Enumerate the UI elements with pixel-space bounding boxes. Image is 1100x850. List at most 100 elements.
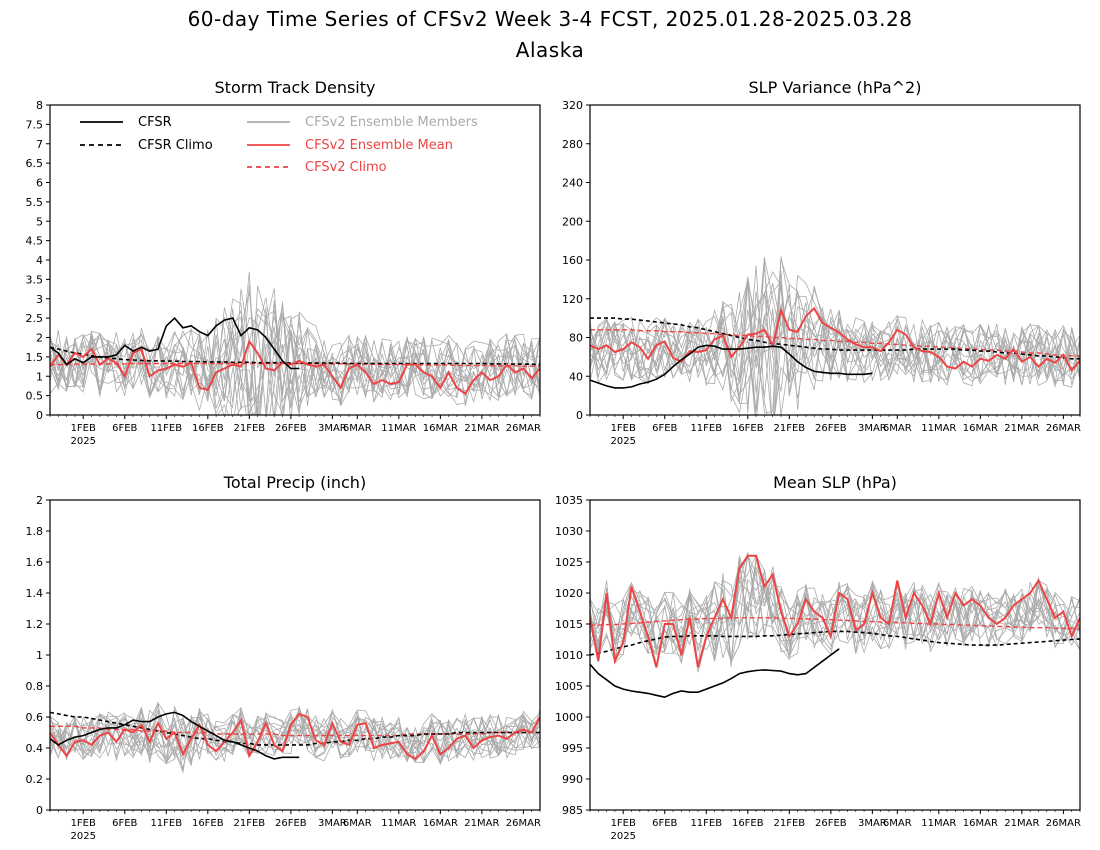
x-tick-label: 26FEB xyxy=(275,818,307,829)
y-tick-label: 6.5 xyxy=(26,157,44,170)
figure-subtitle: Alaska xyxy=(516,38,584,62)
y-tick-label: 1.2 xyxy=(26,618,44,631)
y-tick-label: 995 xyxy=(562,742,583,755)
y-tick-label: 1025 xyxy=(555,556,583,569)
ensemble-members xyxy=(590,256,1080,415)
chart-panel-3: Total Precip (inch) 0 0.2 0.4 0.6 0.8 1 1.2 1.4 1… xyxy=(26,473,542,842)
x-tick-label: 11MAR xyxy=(921,423,956,434)
series-cfsv2-climo xyxy=(50,362,540,368)
series-cfsv2-climo xyxy=(590,329,1080,357)
x-tick-label: 26MAR xyxy=(506,423,541,434)
y-tick-label: 4.5 xyxy=(26,235,44,248)
x-tick-label: 1FEB xyxy=(71,423,96,434)
series-cfsr-climo xyxy=(50,711,540,746)
y-tick-label: 8 xyxy=(36,99,43,112)
y-tick-label: 0 xyxy=(576,409,583,422)
y-tick-label: 0.6 xyxy=(26,711,44,724)
x-tick-label: 6MAR xyxy=(883,818,912,829)
x-year-label: 2025 xyxy=(70,436,95,447)
y-tick-label: 4 xyxy=(36,254,43,267)
ensemble-member-line xyxy=(590,257,1080,415)
y-tick-label: 40 xyxy=(569,370,583,383)
legend-label: CFSv2 Climo xyxy=(305,160,387,175)
y-tick-label: 320 xyxy=(562,99,583,112)
x-tick-label: 11MAR xyxy=(921,818,956,829)
ensemble-member-line xyxy=(590,573,1080,663)
x-tick-label: 6FEB xyxy=(652,423,677,434)
x-tick-label: 11MAR xyxy=(381,818,416,829)
legend-label: CFSv2 Ensemble Members xyxy=(305,115,478,130)
ensemble-member-line xyxy=(590,583,1080,661)
ensemble-member-line xyxy=(590,554,1080,659)
ensemble-member-line xyxy=(50,706,540,765)
x-tick-label: 3MAR xyxy=(858,818,887,829)
y-tick-label: 200 xyxy=(562,215,583,228)
ensemble-member-line xyxy=(50,317,540,415)
x-tick-label: 16MAR xyxy=(963,818,998,829)
legend: CFSR CFSR Climo CFSv2 Ensemble Members CFSv… xyxy=(80,115,478,175)
x-tick-label: 21MAR xyxy=(1004,423,1039,434)
series-cfsr-climo xyxy=(590,630,1080,656)
y-tick-label: 120 xyxy=(562,293,583,306)
y-tick-label: 0 xyxy=(36,804,43,817)
y-tick-label: 5 xyxy=(36,215,43,228)
y-tick-label: 0.5 xyxy=(26,390,44,403)
ensemble-member-line xyxy=(590,293,1080,399)
x-tick-label: 11FEB xyxy=(690,423,722,434)
panels: Storm Track Density 0 0.5 1 1.5 2 2.5 3 3.5 4 4.5 5… xyxy=(26,78,1082,842)
ensemble-member-line xyxy=(50,711,540,769)
y-tick-label: 280 xyxy=(562,138,583,151)
y-tick-label: 1005 xyxy=(555,680,583,693)
plot-frame xyxy=(589,499,1081,811)
legend-label: CFSR xyxy=(138,115,172,130)
panel-title: SLP Variance (hPa^2) xyxy=(749,78,922,97)
y-tick-label: 985 xyxy=(562,804,583,817)
ensemble-member-line xyxy=(590,566,1080,663)
series-cfsv2-ensemble-mean xyxy=(50,712,540,761)
x-tick-label: 26FEB xyxy=(815,818,847,829)
legend-label: CFSv2 Ensemble Mean xyxy=(305,138,453,153)
y-tick-label: 1010 xyxy=(555,649,583,662)
x-tick-label: 21FEB xyxy=(773,818,805,829)
figure-title: 60-day Time Series of CFSv2 Week 3-4 FCS… xyxy=(188,7,913,31)
x-tick-label: 3MAR xyxy=(318,423,347,434)
plot-frame xyxy=(49,499,541,811)
y-tick-label: 1.6 xyxy=(26,556,44,569)
ensemble-member-line xyxy=(590,270,1080,415)
series-cfsr xyxy=(590,344,873,389)
x-tick-label: 6MAR xyxy=(883,423,912,434)
y-tick-label: 6 xyxy=(36,177,43,190)
y-tick-label: 0 xyxy=(36,409,43,422)
x-tick-label: 26MAR xyxy=(1046,423,1081,434)
ensemble-member-line xyxy=(50,709,540,773)
panel-title: Mean SLP (hPa) xyxy=(773,473,897,492)
x-tick-label: 21MAR xyxy=(464,423,499,434)
x-tick-label: 16FEB xyxy=(192,423,224,434)
y-tick-label: 1 xyxy=(36,370,43,383)
ensemble-member-line xyxy=(590,266,1080,402)
y-tick-label: 0.4 xyxy=(26,742,44,755)
x-year-label: 2025 xyxy=(610,436,635,447)
y-tick-label: 2 xyxy=(36,332,43,345)
x-tick-label: 26MAR xyxy=(1046,818,1081,829)
x-tick-label: 6FEB xyxy=(112,818,137,829)
x-tick-label: 21FEB xyxy=(233,423,265,434)
y-tick-label: 1015 xyxy=(555,618,583,631)
y-tick-label: 1.4 xyxy=(26,587,44,600)
series-cfsv2-climo xyxy=(50,725,540,737)
ensemble-member-line xyxy=(590,580,1080,665)
x-tick-label: 6MAR xyxy=(343,423,372,434)
series-cfsv2-climo xyxy=(590,617,1080,630)
chart-panel-2: SLP Variance (hPa^2) 0 40 80 120 160 200 240 280… xyxy=(562,78,1081,447)
y-tick-label: 1020 xyxy=(555,587,583,600)
y-tick-label: 1030 xyxy=(555,525,583,538)
ensemble-member-line xyxy=(590,265,1080,415)
y-tick-label: 160 xyxy=(562,254,583,267)
y-tick-label: 7 xyxy=(36,138,43,151)
x-tick-label: 16FEB xyxy=(732,818,764,829)
panel-title: Total Precip (inch) xyxy=(223,473,366,492)
ensemble-member-line xyxy=(590,257,1080,412)
x-tick-label: 1FEB xyxy=(71,818,96,829)
x-tick-label: 21MAR xyxy=(464,818,499,829)
y-tick-label: 3 xyxy=(36,293,43,306)
